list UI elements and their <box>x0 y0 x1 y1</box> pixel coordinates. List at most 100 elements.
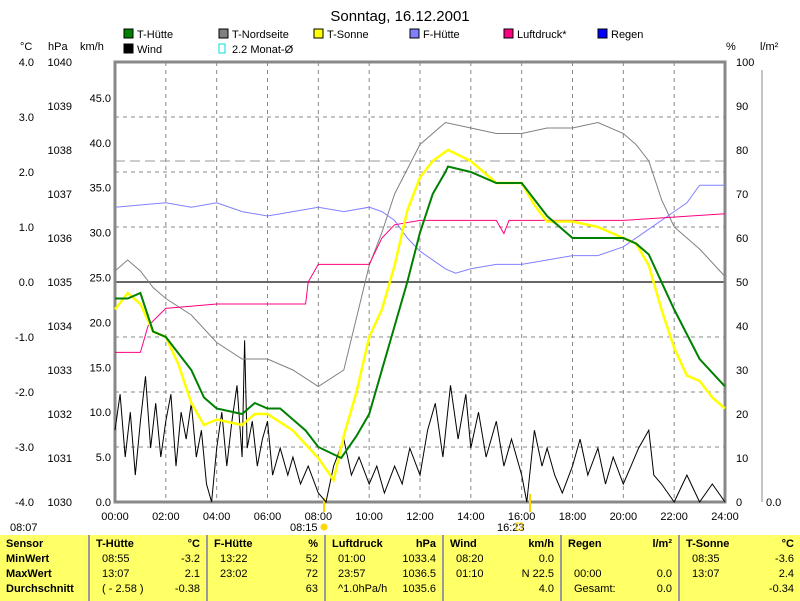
pressure-tick-label: 1034 <box>48 321 72 333</box>
legend-swatch <box>503 28 514 39</box>
wind-tick-label: 20.0 <box>90 317 111 329</box>
humidity-tick-label: 60 <box>736 233 748 245</box>
temp-tick-label: 2.0 <box>19 167 34 179</box>
pressure-tick-label: 1039 <box>48 101 72 113</box>
table-cell: MaxWert <box>6 568 52 580</box>
table-row: 01:10 N 22.5 <box>450 567 554 582</box>
table-cell: hPa <box>415 538 436 550</box>
wind-tick-label: 0.0 <box>96 497 111 509</box>
legend-label: Luftdruck* <box>517 29 567 41</box>
table-header: Regen l/m² <box>568 537 672 552</box>
temp-tick-label: 4.0 <box>19 57 34 69</box>
table-cell: Regen <box>568 538 602 550</box>
pressure-tick-label: 1037 <box>48 189 72 201</box>
x-tick-label: 16:00 <box>508 511 536 523</box>
wind-series-line <box>114 340 726 504</box>
pressure-tick-label: 1032 <box>48 409 72 421</box>
table-row: 01:00 1033.4 <box>332 552 436 567</box>
legend-label: T-Hütte <box>137 29 173 41</box>
table-cell: T-Sonne <box>686 538 730 550</box>
pressure-tick-label: 1031 <box>48 453 72 465</box>
x-tick-label: 18:00 <box>559 511 587 523</box>
table-column: T-Hütte °C 08:55 -3.2 13:07 2.1 ( - 2.58 ) -0.3… <box>88 535 206 601</box>
t_nord-series-line <box>114 121 726 388</box>
x-tick-label: 04:00 <box>203 511 231 523</box>
axis-unit-wind: km/h <box>80 41 104 53</box>
table-cell <box>214 582 220 597</box>
legend-swatch <box>409 28 420 39</box>
axis-unit-press: hPa <box>48 41 68 53</box>
wind-tick-label: 15.0 <box>90 362 111 374</box>
table-row: -0.34 <box>686 582 794 597</box>
humidity-tick-label: 90 <box>736 101 748 113</box>
humidity-tick-label: 100 <box>736 57 754 69</box>
table-cell: km/h <box>528 538 554 550</box>
table-cell: 13:22 <box>220 553 248 565</box>
table-row: 08:20 0.0 <box>450 552 554 567</box>
table-cell: 0.0 <box>656 568 672 580</box>
table-row: 08:35 -3.6 <box>686 552 794 567</box>
t_huette-series-line <box>115 165 726 460</box>
table-row: 08:55 -3.2 <box>96 552 200 567</box>
table-cell: 00:00 <box>574 568 602 580</box>
humidity-tick-label: 20 <box>736 409 748 421</box>
table-header: Luftdruck hPa <box>332 537 436 552</box>
table-cell <box>568 552 574 567</box>
table-cell: 08:55 <box>102 553 130 565</box>
legend-label: T-Sonne <box>327 29 369 41</box>
table-cell: 23:02 <box>220 568 248 580</box>
f_huette-series-line <box>114 184 725 274</box>
table-cell: ( - 2.58 ) <box>102 583 144 595</box>
humidity-tick-label: 50 <box>736 277 748 289</box>
chart-title: Sonntag, 16.12.2001 <box>330 8 469 25</box>
humidity-tick-label: 10 <box>736 453 748 465</box>
pressure-tick-label: 1040 <box>48 57 72 69</box>
table-cell: 23:57 <box>338 568 366 580</box>
x-tick-label: 24:00 <box>711 511 739 523</box>
axis-unit-hum: % <box>726 41 736 53</box>
temp-tick-label: -4.0 <box>15 497 34 509</box>
table-column: Wind km/h 08:20 0.0 01:10 N 22.5 4.0 <box>442 535 560 601</box>
humidity-tick-label: 30 <box>736 365 748 377</box>
temp-tick-label: 0.0 <box>19 277 34 289</box>
legend-label: F-Hütte <box>423 29 460 41</box>
t_sonne-series-line <box>114 148 726 484</box>
sun-icon <box>320 523 328 531</box>
table-row: Gesamt: 0.0 <box>568 582 672 597</box>
table-cell: 1036.5 <box>402 568 436 580</box>
table-cell: -3.6 <box>775 553 794 565</box>
legend-swatch <box>218 28 229 39</box>
table-cell: MinWert <box>6 553 50 565</box>
wind-tick-label: 5.0 <box>96 452 111 464</box>
table-row: 23:02 72 <box>214 567 318 582</box>
table-row: 13:07 2.4 <box>686 567 794 582</box>
x-tick-label: 06:00 <box>254 511 282 523</box>
table-cell: -3.2 <box>181 553 200 565</box>
humidity-tick-label: 70 <box>736 189 748 201</box>
table-column: Luftdruck hPa 01:00 1033.4 23:57 1036.5 ^1.0hP… <box>324 535 442 601</box>
x-tick-label: 12:00 <box>406 511 434 523</box>
table-cell: 2.1 <box>184 568 200 580</box>
legend-swatch <box>218 43 226 54</box>
table-cell: Sensor <box>6 538 44 550</box>
axis-unit-rain: l/m² <box>760 41 779 53</box>
table-cell: -0.38 <box>174 583 200 595</box>
temp-tick-label: -1.0 <box>15 332 34 344</box>
table-cell: Gesamt: <box>574 583 616 595</box>
table-row: 63 <box>214 582 318 597</box>
table-cell: T-Hütte <box>96 538 134 550</box>
moon-icon <box>515 522 523 531</box>
wind-tick-label: 40.0 <box>90 138 111 150</box>
temp-tick-label: 3.0 <box>19 112 34 124</box>
legend-label: Wind <box>137 44 162 56</box>
rain-tick-label: 0.0 <box>766 497 781 509</box>
table-cell <box>686 582 692 597</box>
table-header: Wind km/h <box>450 537 554 552</box>
table-cell: N 22.5 <box>521 568 554 580</box>
x-tick-label: 22:00 <box>660 511 688 523</box>
humidity-tick-label: 40 <box>736 321 748 333</box>
luftdruck-series-line <box>115 213 726 353</box>
table-row: 23:57 1036.5 <box>332 567 436 582</box>
